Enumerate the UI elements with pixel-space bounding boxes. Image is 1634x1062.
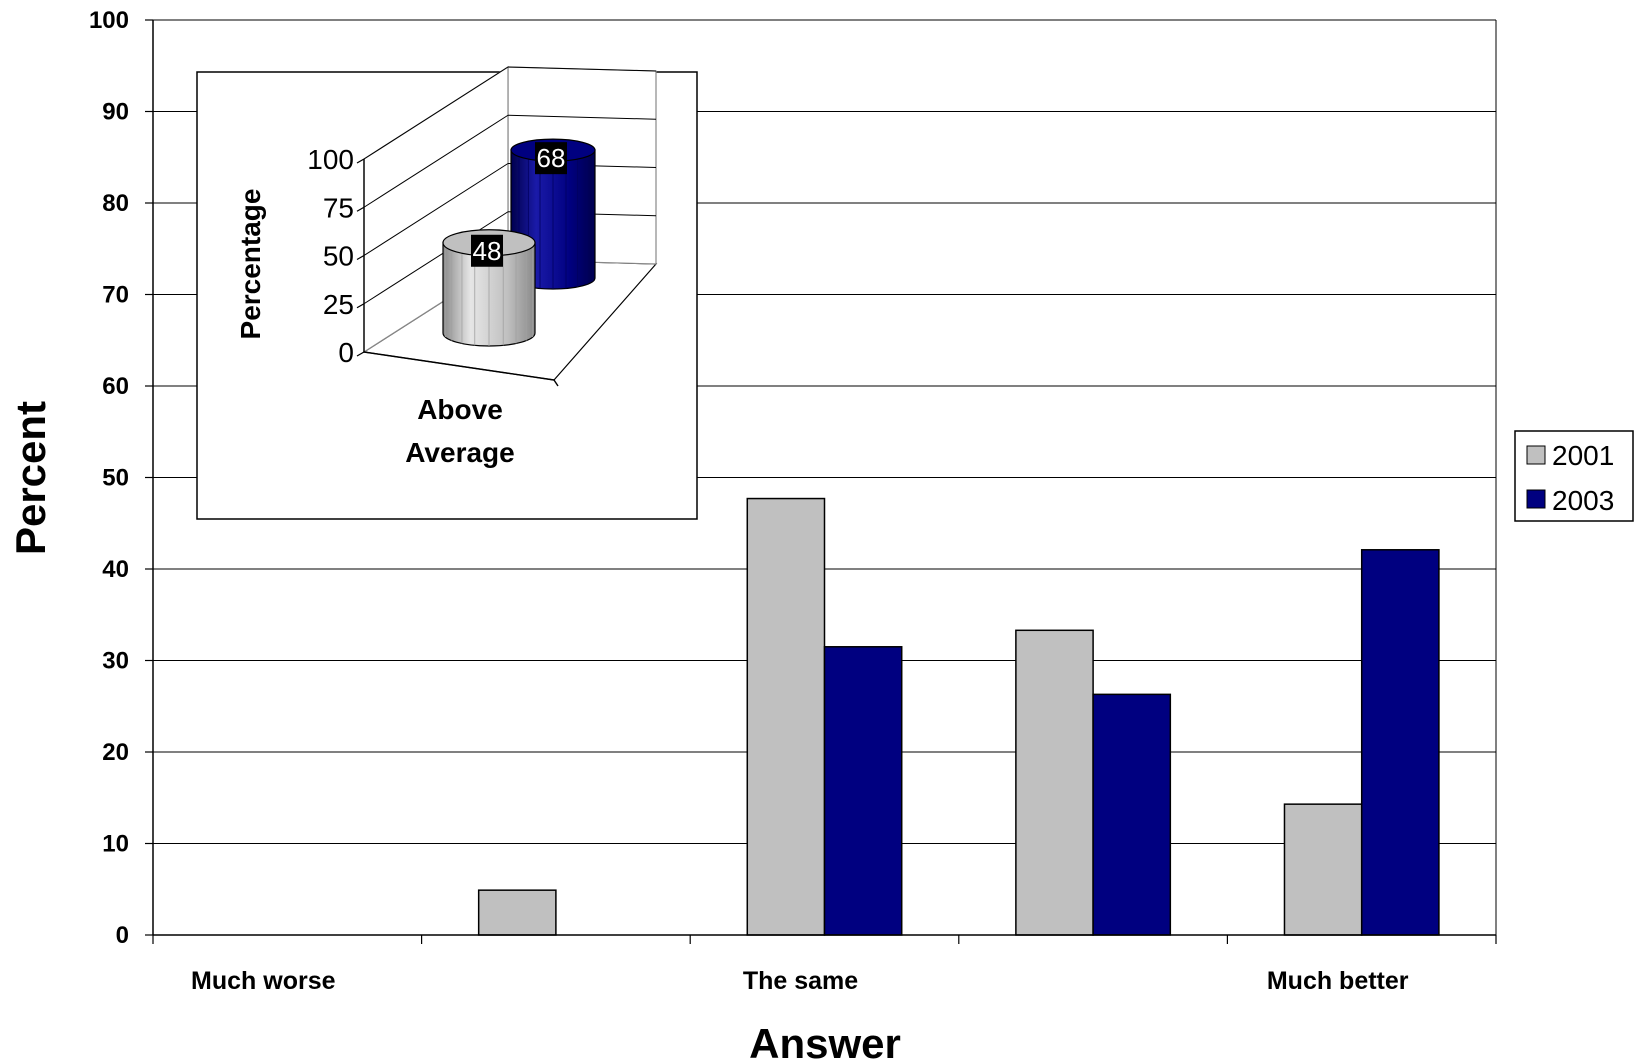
inset-cylinders: 68 48 [442, 138, 596, 347]
y-tick-label: 50 [102, 465, 129, 492]
bar-2001-2 [746, 497, 826, 936]
inset-y-tick-mark-0 [356, 351, 365, 357]
legend-label-2001: 2001 [1552, 440, 1614, 471]
x-tick-label: Much worse [191, 967, 336, 995]
bar-2001-3 [1015, 629, 1094, 936]
y-tick-label: 40 [102, 556, 129, 583]
inset-y-tick-label: 25 [323, 289, 354, 320]
y-tick-label: 70 [102, 282, 129, 309]
inset-y-tick-label: 75 [323, 192, 354, 223]
axes [145, 19, 1497, 944]
y-tick-label: 20 [102, 739, 129, 766]
inset-y-tick-mark-100 [356, 158, 365, 164]
inset-gridline-back-100 [507, 66, 657, 72]
legend-swatch-2003 [1526, 489, 1546, 509]
inset-gridline-side-100 [363, 66, 509, 160]
inset-y-tick-label: 0 [338, 337, 354, 368]
y-tick-label: 30 [102, 648, 129, 675]
bar-2003-3 [1092, 693, 1172, 936]
y-tick-label: 0 [116, 922, 129, 949]
y-tick-label: 60 [102, 373, 129, 400]
x-tick-label: The same [743, 967, 858, 995]
inset-y-tick-label: 50 [323, 241, 354, 272]
inset-category-label-line2: Average [405, 437, 514, 468]
legend-label-2003: 2003 [1552, 485, 1614, 516]
inset-y-tick-mark-50 [356, 254, 365, 261]
inset-gridline-side-75 [363, 114, 509, 208]
inset-data-label-bg-2003 [535, 142, 567, 175]
inset-cylinder-2001: 48 [442, 229, 536, 347]
inset-gridline-side-50 [363, 163, 509, 256]
y-tick-label: 90 [102, 99, 129, 126]
inset-data-label-2001: 48 [473, 236, 502, 266]
y-tick-label: 10 [102, 831, 129, 858]
y-tick-label: 100 [89, 7, 129, 34]
x-tick-labels: Much worse The same Much better [191, 967, 1409, 995]
y-tick-label: 80 [102, 190, 129, 217]
inset-y-tick-labels: 0 25 50 75 100 [307, 144, 354, 368]
inset-gridline-back-75 [507, 114, 657, 120]
legend-swatch-2001 [1526, 445, 1546, 465]
bar-2003-4 [1360, 549, 1440, 936]
inset-gridline-side-25 [363, 211, 509, 305]
bar-2001-4 [1283, 803, 1363, 936]
inset-x-axis-line [363, 351, 555, 381]
inset-x-tick-mark [553, 379, 559, 387]
inset-chart: 0 25 50 75 100 68 48 Percentage Above Average [196, 65, 698, 520]
legend: 2001 2003 [1514, 430, 1634, 522]
inset-data-label-2003: 68 [537, 143, 566, 173]
x-axis-title: Answer [749, 1020, 901, 1062]
inset-y-tick-mark-25 [356, 303, 365, 309]
inset-category-label: Above [417, 394, 503, 425]
y-axis-title: Percent [7, 401, 54, 555]
inset-data-label-bg-2001 [471, 234, 503, 267]
inset-y-tick-label: 100 [307, 144, 354, 175]
inset-y-axis-title: Percentage [235, 189, 266, 340]
x-tick-label: Much better [1267, 967, 1409, 995]
bar-2003-2 [823, 646, 903, 936]
y-tick-labels: 0 10 20 30 40 50 60 70 80 90 100 [89, 7, 129, 949]
bars [477, 497, 1440, 936]
inset-y-tick-mark-75 [356, 206, 365, 212]
bar-2001-1 [477, 889, 557, 936]
